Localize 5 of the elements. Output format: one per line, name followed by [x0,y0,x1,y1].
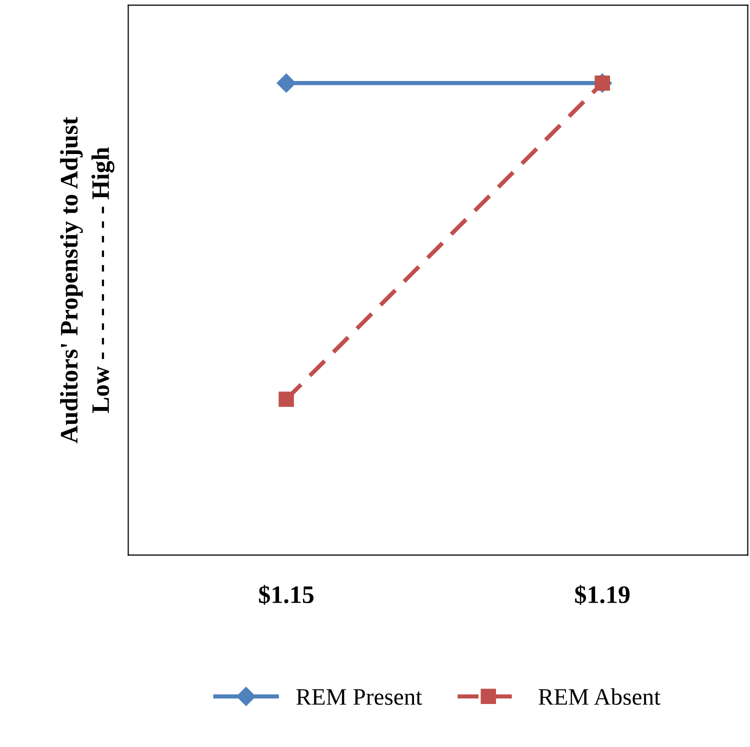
legend-label: REM Present [296,689,422,705]
x-tick-label: $1.15 [259,584,314,605]
y-axis-title: Auditors' Propenstiy to Adjust Low - - - - - - - - - - - High [60,116,114,444]
x-tick-label: $1.19 [575,584,630,605]
legend-label: REM Absent [538,688,660,705]
